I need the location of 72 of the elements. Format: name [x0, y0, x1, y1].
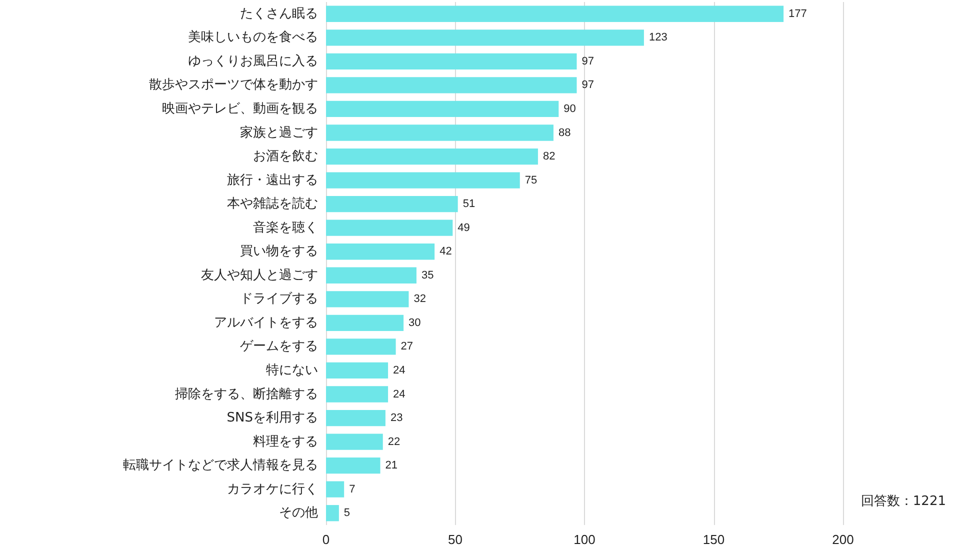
x-tick-label: 0 [322, 532, 330, 547]
data-label: 27 [400, 340, 414, 353]
y-tick-label: 掃除をする、断捨離する [175, 386, 318, 402]
y-tick-label: 料理をする [253, 434, 318, 450]
bar [326, 505, 339, 522]
data-label: 21 [385, 460, 398, 472]
y-tick-label: 友人や知人と過ごす [201, 268, 318, 283]
x-tick-label: 150 [702, 532, 725, 547]
data-label: 5 [344, 507, 350, 520]
bar [326, 196, 458, 212]
data-label: 51 [462, 198, 476, 210]
data-label: 97 [582, 79, 594, 92]
data-label: 30 [408, 316, 421, 329]
bar [326, 386, 388, 402]
y-tick-label: 散歩やスポーツで体を動かす [149, 78, 318, 93]
bar [326, 291, 409, 308]
y-tick-label: 旅行・遠出する [227, 172, 318, 188]
y-tick-label: 美味しいものを食べる [188, 29, 318, 46]
data-label: 22 [388, 436, 400, 448]
data-label: 82 [542, 150, 556, 163]
data-label: 32 [414, 293, 426, 306]
data-label: 23 [390, 412, 403, 424]
data-label: 88 [558, 126, 571, 139]
y-tick-label: たくさん眠る [240, 6, 318, 22]
data-label: 7 [349, 483, 356, 496]
y-tick-label: ゲームをする [240, 339, 318, 354]
y-tick-label: 買い物をする [240, 244, 318, 260]
y-tick-label: 映画やテレビ、動画を観る [162, 101, 318, 116]
y-tick-label: SNSを利用する [226, 410, 318, 426]
bar [326, 100, 559, 118]
x-tick-label: 200 [832, 532, 854, 547]
bar [326, 457, 380, 474]
data-label: 49 [458, 222, 470, 234]
y-tick-label: 転職サイトなどで求人情報を見る [123, 458, 318, 474]
bar [326, 434, 383, 450]
y-tick-label: 音楽を聴く [253, 220, 318, 236]
bar [326, 53, 577, 70]
bar [326, 314, 404, 332]
data-label: 97 [582, 55, 594, 68]
bar [326, 481, 344, 498]
bar [326, 6, 784, 22]
y-tick-label: ドライブする [240, 292, 318, 307]
bar [326, 338, 396, 355]
y-tick-label: アルバイトをする [214, 315, 318, 330]
bar [326, 30, 644, 46]
bar [326, 244, 435, 260]
y-tick-label: その他 [279, 506, 318, 521]
data-label: 35 [421, 269, 434, 282]
y-tick-label: 本や雑誌を読む [227, 196, 318, 212]
bar [326, 267, 416, 284]
data-label: 123 [648, 32, 668, 44]
bar [326, 148, 538, 165]
y-tick-label: 家族と過ごす [240, 124, 318, 140]
bar [326, 362, 388, 379]
x-tick-label: 100 [574, 532, 596, 547]
y-tick-label: お酒を飲む [253, 149, 318, 164]
bar [326, 410, 386, 426]
text: 回答数：1221 [860, 493, 946, 510]
bar [326, 220, 453, 236]
x-tick-label: 50 [448, 532, 462, 547]
data-label: 177 [788, 8, 807, 20]
y-tick-label: カラオケに行く [227, 482, 318, 497]
data-label: 75 [524, 174, 538, 186]
data-label: 42 [440, 246, 452, 258]
data-label: 24 [393, 364, 406, 376]
data-label: 90 [564, 102, 576, 115]
y-tick-label: 特にない [266, 362, 318, 378]
bar [326, 124, 554, 141]
y-tick-label: ゆっくりお風呂に入る [188, 54, 318, 69]
bar [326, 77, 577, 94]
data-label: 24 [393, 388, 406, 400]
bar [326, 172, 520, 188]
